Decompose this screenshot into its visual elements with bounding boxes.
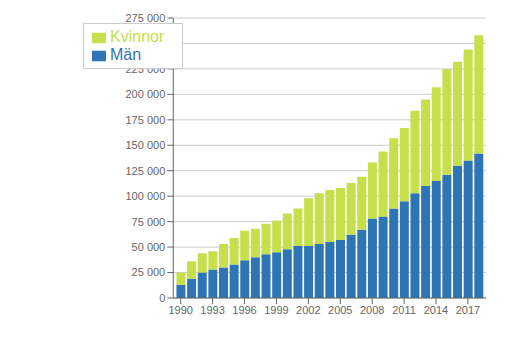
svg-text:1993: 1993 — [200, 304, 224, 316]
svg-text:200 000: 200 000 — [125, 88, 165, 100]
svg-text:1999: 1999 — [264, 304, 288, 316]
svg-text:150 000: 150 000 — [125, 139, 165, 151]
svg-text:2005: 2005 — [328, 304, 352, 316]
svg-text:100 000: 100 000 — [125, 190, 165, 202]
svg-text:2008: 2008 — [360, 304, 384, 316]
svg-text:75 000: 75 000 — [132, 216, 166, 228]
svg-text:175 000: 175 000 — [125, 114, 165, 126]
svg-text:1996: 1996 — [232, 304, 256, 316]
svg-text:250 000: 250 000 — [125, 37, 165, 49]
svg-text:50 000: 50 000 — [132, 241, 166, 253]
svg-text:2014: 2014 — [424, 304, 448, 316]
svg-text:275 000: 275 000 — [125, 12, 165, 24]
svg-text:2002: 2002 — [296, 304, 320, 316]
svg-text:1990: 1990 — [168, 304, 192, 316]
svg-text:2011: 2011 — [392, 304, 416, 316]
svg-text:125 000: 125 000 — [125, 165, 165, 177]
svg-text:225 000: 225 000 — [125, 63, 165, 75]
svg-text:2017: 2017 — [456, 304, 480, 316]
svg-text:25 000: 25 000 — [132, 266, 166, 278]
svg-text:0: 0 — [159, 292, 165, 304]
